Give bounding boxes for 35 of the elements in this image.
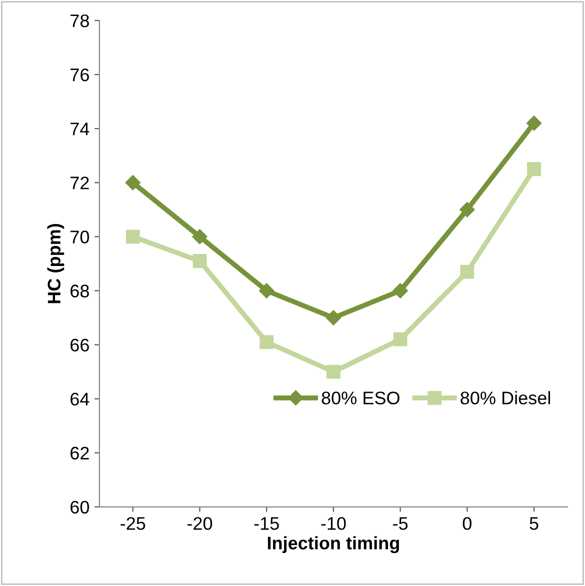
y-tick-label: 76 bbox=[70, 68, 89, 82]
y-tick-label: 72 bbox=[70, 176, 89, 190]
point bbox=[259, 283, 274, 298]
point bbox=[527, 162, 541, 176]
y-tick-label: 62 bbox=[70, 446, 89, 460]
x-tick-label: -10 bbox=[321, 517, 346, 530]
x-tick-label: -15 bbox=[254, 517, 279, 530]
y-tick-label: 66 bbox=[70, 338, 89, 352]
y-tick-label: 68 bbox=[70, 284, 89, 298]
y-tick-label: 64 bbox=[70, 392, 90, 406]
point bbox=[393, 332, 408, 346]
x-axis-title: Injection timing bbox=[268, 536, 399, 554]
x-tick-label: 0 bbox=[462, 517, 472, 530]
legend-label: 80% ESO bbox=[322, 392, 400, 404]
point bbox=[460, 264, 474, 279]
point bbox=[192, 229, 208, 244]
y-tick-label: 74 bbox=[70, 122, 90, 136]
x-tick-label: 5 bbox=[530, 517, 538, 530]
x-tick-label: -25 bbox=[120, 517, 146, 530]
point bbox=[460, 202, 475, 218]
point bbox=[126, 230, 140, 244]
point bbox=[326, 310, 342, 326]
x-tick-label: -5 bbox=[393, 517, 408, 530]
point bbox=[192, 254, 207, 268]
point bbox=[392, 283, 408, 298]
y-axis-title: HC (ppm) bbox=[47, 224, 64, 304]
y-tick-label: 70 bbox=[70, 230, 90, 244]
point bbox=[526, 116, 542, 131]
point bbox=[326, 364, 340, 379]
y-tick-label: 78 bbox=[70, 14, 89, 28]
y-tick-label: 60 bbox=[70, 500, 90, 514]
point bbox=[260, 335, 274, 350]
legend-label: 80% Diesel bbox=[460, 391, 550, 404]
point bbox=[125, 175, 140, 190]
x-tick-label: -20 bbox=[187, 517, 212, 530]
